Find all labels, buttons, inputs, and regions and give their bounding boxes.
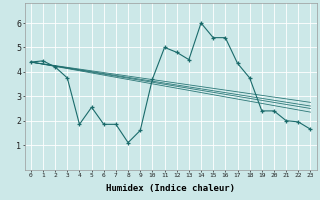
X-axis label: Humidex (Indice chaleur): Humidex (Indice chaleur)	[106, 184, 235, 193]
